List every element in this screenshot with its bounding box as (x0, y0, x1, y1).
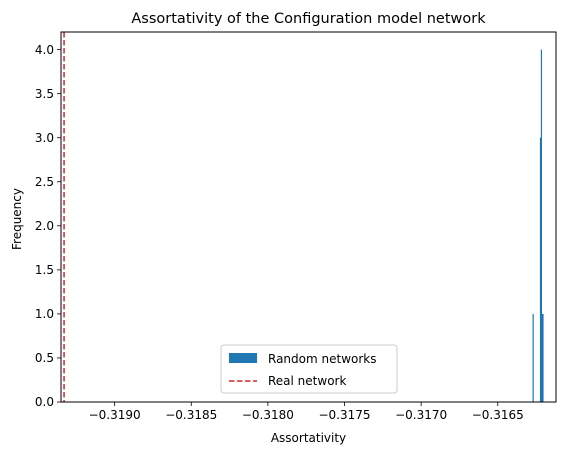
legend: Random networks Real network (220, 344, 398, 394)
y-tick-label: 0.0 (35, 395, 54, 409)
x-tick-label: −0.3180 (242, 408, 294, 422)
plot-frame (60, 31, 557, 403)
y-tick-label: 3.5 (35, 87, 54, 101)
y-tick-label: 4.0 (35, 43, 54, 57)
histogram-bar (539, 137, 542, 402)
y-tick-label: 2.5 (35, 175, 54, 189)
y-tick-label: 1.0 (35, 307, 54, 321)
legend-swatch-random-networks (229, 353, 257, 363)
legend-label-real-network: Real network (268, 374, 346, 388)
y-axis-title: Frequency (10, 188, 24, 250)
y-axis-ticks: 0.0 0.5 1.0 1.5 2.0 2.5 3.0 3.5 4.0 (35, 43, 61, 409)
histogram-bars (532, 49, 544, 402)
x-tick-label: −0.3175 (318, 408, 370, 422)
legend-label-random-networks: Random networks (268, 352, 376, 366)
x-axis-ticks: −0.3190 −0.3185 −0.3180 −0.3175 −0.3170 −0.31… (89, 402, 524, 422)
x-tick-label: −0.3185 (165, 408, 217, 422)
histogram-bar (532, 313, 534, 402)
y-tick-label: 0.5 (35, 351, 54, 365)
histogram-bar (541, 313, 544, 402)
y-tick-label: 1.5 (35, 263, 54, 277)
y-tick-label: 2.0 (35, 219, 54, 233)
chart-title: Assortativity of the Configuration model… (131, 11, 486, 27)
x-axis-title: Assortativity (271, 431, 346, 445)
x-tick-label: −0.3165 (472, 408, 524, 422)
legend-box (220, 344, 398, 394)
histogram-bar (540, 49, 543, 402)
y-tick-label: 3.0 (35, 131, 54, 145)
x-tick-label: −0.3170 (395, 408, 447, 422)
x-tick-label: −0.3190 (89, 408, 141, 422)
